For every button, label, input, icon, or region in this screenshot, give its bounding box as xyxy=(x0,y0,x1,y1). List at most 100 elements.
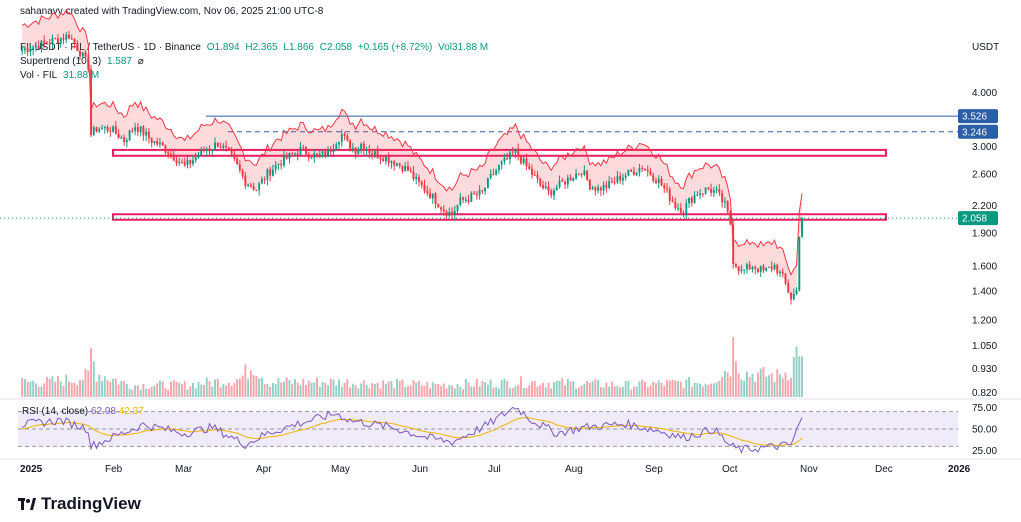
candle-body xyxy=(451,211,454,215)
candle-body xyxy=(65,34,68,40)
volume-bar xyxy=(652,381,655,397)
candle-body xyxy=(51,38,54,44)
candle-body xyxy=(768,266,770,268)
rsi-legend[interactable]: RSI (14, close) 62.98 42.37 xyxy=(22,406,144,417)
tradingview-logo[interactable]: TradingView xyxy=(18,494,141,514)
candle-body xyxy=(186,160,189,166)
volume-bar xyxy=(445,388,448,397)
volume-bar xyxy=(448,385,451,397)
volume-bar xyxy=(318,386,321,397)
volume-bar xyxy=(685,379,688,397)
time-axis[interactable]: 2025 Feb Mar Apr May Jun Jul Aug Sep Oct Nov Dec 202… xyxy=(20,464,971,475)
volume-bar xyxy=(211,386,214,397)
volume-bar xyxy=(412,380,415,397)
volume-bar xyxy=(745,371,748,397)
candle-body xyxy=(79,50,81,57)
candle-body xyxy=(726,201,729,212)
volume-bar xyxy=(453,388,456,397)
volume-bar xyxy=(765,376,768,397)
candle-body xyxy=(390,161,393,164)
candle-body xyxy=(260,179,263,184)
candle-body xyxy=(420,181,423,186)
volume-bar xyxy=(613,386,616,397)
volume-bar xyxy=(142,383,145,397)
volume-legend[interactable]: Vol · FIL 31.88 M xyxy=(20,70,102,81)
volume-bar xyxy=(161,381,164,397)
volume-bar xyxy=(558,380,561,397)
symbol-legend[interactable]: FILUSDT · FIL / TetherUS · 1D · Binance … xyxy=(20,42,491,53)
candle-body xyxy=(619,176,622,181)
volume-bar xyxy=(616,385,619,397)
volume-bar xyxy=(729,376,732,397)
low-value: L1.866 xyxy=(283,42,314,53)
candle-body xyxy=(321,151,324,155)
volume-bar xyxy=(241,375,244,397)
candle-body xyxy=(423,185,426,192)
candle-body xyxy=(503,158,506,162)
candle-body xyxy=(431,193,434,199)
candle-body xyxy=(608,181,611,188)
candle-body xyxy=(475,194,478,196)
candle-body xyxy=(732,224,735,264)
volume-bar xyxy=(553,382,555,397)
volume-bar xyxy=(544,387,547,397)
candle-body xyxy=(32,47,35,50)
price-tick-label: 1.900 xyxy=(972,229,997,240)
volume-bar xyxy=(511,388,514,397)
price-axis[interactable]: 4.000 3.000 2.600 2.200 1.900 1.600 1.400 1.200… xyxy=(972,88,997,399)
symbol-name[interactable]: FILUSDT · FIL / TetherUS · 1D · Binance xyxy=(20,42,201,53)
visibility-icon[interactable]: ⌀ xyxy=(137,56,144,67)
candle-body xyxy=(544,186,547,189)
rsi-tick-label: 25.00 xyxy=(972,446,997,457)
volume-bar xyxy=(462,389,465,397)
volume-bar xyxy=(349,387,352,397)
candle-body xyxy=(729,211,732,225)
volume-bar xyxy=(307,380,310,397)
volume-bar xyxy=(401,379,404,397)
volume-bar xyxy=(710,383,713,397)
volume-bar xyxy=(169,381,172,397)
candle-body xyxy=(393,161,396,166)
candle-body xyxy=(547,186,550,191)
candle-body xyxy=(481,190,484,192)
volume-bar xyxy=(561,378,564,397)
volume-value: Vol31.88 M xyxy=(438,42,489,53)
volume-bar xyxy=(475,378,478,397)
supertrend-legend[interactable]: Supertrend (10, 3) 1.587 ⌀ xyxy=(20,56,147,67)
grid-lines xyxy=(0,398,1021,460)
candle-body xyxy=(696,195,699,197)
volume-bar xyxy=(677,381,679,397)
supertrend-value: 1.587 xyxy=(106,56,132,67)
currency-label[interactable]: USDT xyxy=(972,42,1000,53)
candle-body xyxy=(233,153,236,159)
volume-bar xyxy=(101,381,104,397)
candle-body xyxy=(657,178,660,183)
candle-body xyxy=(655,180,657,183)
volume-bar xyxy=(294,379,296,397)
volume-bar xyxy=(313,382,316,397)
volume-bar xyxy=(247,378,250,397)
candle-body xyxy=(539,178,542,186)
volume-bar xyxy=(770,373,773,397)
candle-body xyxy=(313,153,316,158)
candle-body xyxy=(440,207,442,210)
candle-body xyxy=(346,135,349,141)
close-value: C2.058 xyxy=(319,42,353,53)
volume-bar xyxy=(167,389,170,397)
volume-bar xyxy=(682,388,685,397)
candle-body xyxy=(387,156,390,164)
candle-body xyxy=(384,156,387,162)
candle-body xyxy=(145,131,148,136)
candle-body xyxy=(429,192,431,199)
candle-body xyxy=(489,173,492,179)
candle-body xyxy=(558,180,561,188)
candle-body xyxy=(668,189,671,201)
volume-bar xyxy=(712,383,715,397)
volume-bar xyxy=(404,386,407,397)
candle-body xyxy=(382,158,385,162)
volume-bar xyxy=(500,380,503,397)
volume-bar xyxy=(655,383,657,397)
candle-body xyxy=(373,151,376,156)
candle-body xyxy=(743,269,746,271)
